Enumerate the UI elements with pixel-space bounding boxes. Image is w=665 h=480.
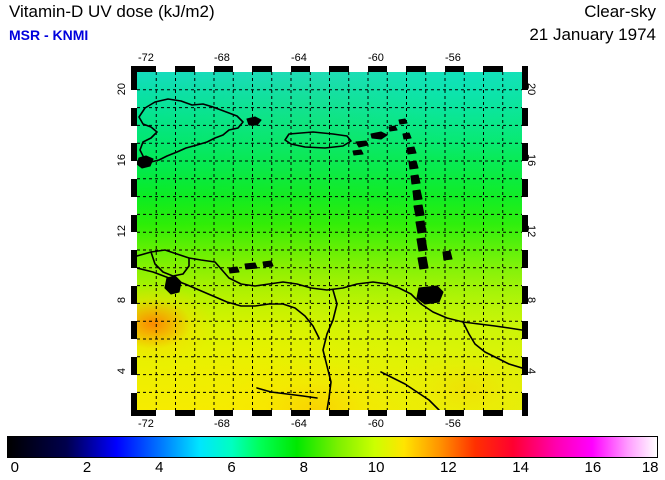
- frame-checker-bottom-4: [271, 410, 291, 416]
- xtick-top-0: -72: [138, 52, 154, 64]
- frame-checker-right-5: [522, 232, 528, 251]
- ytick-left-0: 20: [116, 83, 128, 96]
- frame-checker-left-1: [131, 90, 137, 108]
- frame-checker-bottom-2: [194, 410, 214, 416]
- frame-checker-right-9: [522, 374, 528, 393]
- ytick-right-1: 16: [525, 154, 537, 167]
- xtick-bottom-4: -56: [445, 418, 461, 430]
- graticule: [137, 72, 522, 410]
- frame-checker-bottom-5: [310, 410, 330, 416]
- frame-checker-bottom-9: [464, 410, 484, 416]
- frame-checker-bottom-8: [425, 410, 445, 416]
- frame-checker-bottom-1: [156, 410, 176, 416]
- colorbar: 0 2 4 6 8 10 12 14 16 18: [7, 436, 659, 480]
- date-label: 21 January 1974: [529, 25, 656, 44]
- ytick-left-1: 16: [116, 154, 128, 167]
- frame-checker-right-1: [522, 90, 528, 108]
- frame-checker-left-4: [131, 196, 137, 215]
- frame-checker-right-8: [522, 339, 528, 357]
- frame-checker-top-5: [310, 66, 330, 72]
- frame-checker-bottom-6: [348, 410, 368, 416]
- frame-checker-left-3: [131, 161, 137, 179]
- frame-checker-top-7: [387, 66, 407, 72]
- ytick-right-4: 4: [525, 368, 537, 375]
- cbtick-8: 16: [584, 459, 602, 476]
- ytick-right-3: 8: [525, 297, 537, 304]
- sky-condition-label: Clear-sky: [584, 2, 656, 21]
- frame-checker-bottom-7: [387, 410, 407, 416]
- frame-checker-top-9: [464, 66, 484, 72]
- frame-checker-right-6: [522, 268, 528, 286]
- cbtick-7: 14: [512, 459, 529, 476]
- ytick-left-3: 8: [116, 297, 128, 304]
- frame-checker-right-2: [522, 125, 528, 144]
- header: Vitamin-D UV dose (kJ/m2) MSR - KNMI Cle…: [0, 0, 665, 56]
- ytick-right-2: 12: [525, 225, 537, 238]
- frame-checker-left-5: [131, 232, 137, 251]
- map-plot-area: [137, 72, 522, 410]
- frame-checker-top-1: [156, 66, 176, 72]
- ytick-left-2: 12: [116, 225, 128, 238]
- frame-checker-left-8: [131, 339, 137, 357]
- xtick-top-3: -60: [368, 52, 384, 64]
- xtick-top-4: -56: [445, 52, 461, 64]
- frame-checker-right-7: [522, 303, 528, 322]
- colorbar-ticks: 0 2 4 6 8 10 12 14 16 18: [7, 459, 659, 479]
- frame-checker-left-2: [131, 125, 137, 144]
- page-title: Vitamin-D UV dose (kJ/m2): [9, 2, 215, 21]
- frame-checker-left-9: [131, 374, 137, 393]
- ytick-right-0: 20: [525, 83, 537, 96]
- frame-checker-top-6: [348, 66, 368, 72]
- frame-checker-left-7: [131, 303, 137, 322]
- colorbar-gradient: [7, 436, 658, 458]
- cbtick-0: 0: [10, 459, 19, 476]
- frame-checker-top-10: [502, 66, 522, 72]
- frame-checker-right-4: [522, 196, 528, 215]
- cbtick-2: 4: [155, 459, 164, 476]
- frame-checker-top-4: [271, 66, 291, 72]
- coastline-overlay: [137, 98, 522, 410]
- frame-checker-bottom-10: [502, 410, 522, 416]
- frame-checker-right-3: [522, 161, 528, 179]
- xtick-top-1: -68: [214, 52, 230, 64]
- cbtick-1: 2: [82, 459, 92, 476]
- data-source-label: MSR - KNMI: [9, 27, 89, 43]
- xtick-bottom-0: -72: [138, 418, 154, 430]
- frame-checker-top-8: [425, 66, 445, 72]
- ytick-left-4: 4: [116, 368, 128, 375]
- frame-checker-left-6: [131, 268, 137, 286]
- cbtick-5: 10: [367, 459, 385, 476]
- cbtick-6: 12: [440, 459, 457, 476]
- cbtick-4: 8: [299, 459, 309, 476]
- xtick-bottom-1: -68: [214, 418, 230, 430]
- map-panel: [131, 66, 528, 416]
- frame-checker-bottom-3: [233, 410, 253, 416]
- cbtick-3: 6: [227, 459, 236, 476]
- xtick-bottom-3: -60: [368, 418, 384, 430]
- frame-checker-top-2: [194, 66, 214, 72]
- xtick-bottom-2: -64: [291, 418, 307, 430]
- xtick-top-2: -64: [291, 52, 307, 64]
- cbtick-9: 18: [641, 459, 659, 476]
- frame-checker-top-3: [233, 66, 253, 72]
